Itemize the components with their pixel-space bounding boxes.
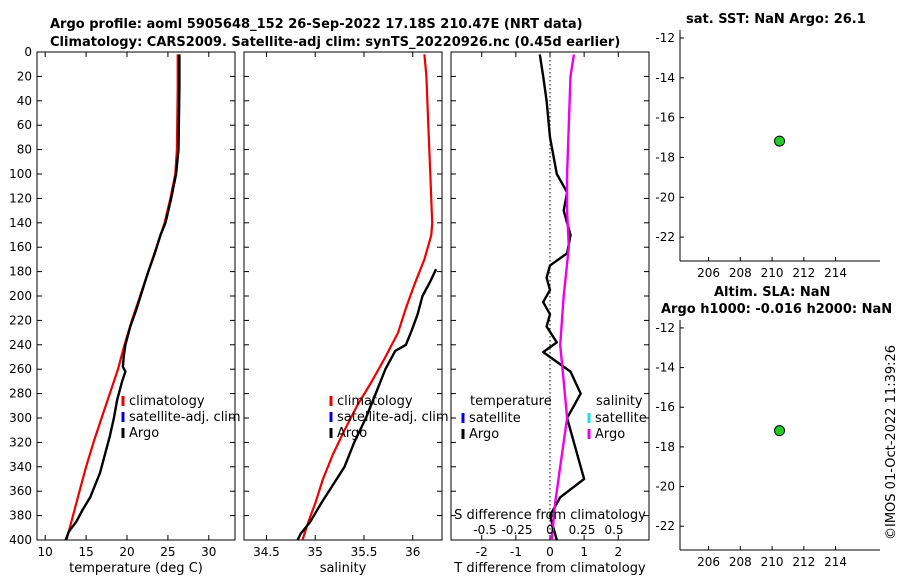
temperature-profile-ytick-label: 360: [9, 484, 32, 498]
sla-map-ytick-label: -12: [655, 321, 675, 335]
temperature-profile-ytick-label: 160: [9, 240, 32, 254]
temperature-profile-ytick-label: 140: [9, 216, 32, 230]
temperature-profile-xtick-label: 20: [119, 545, 134, 559]
difference-profile-xlabel: T difference from climatology: [453, 561, 646, 576]
difference-profile-xtick-label: 1: [580, 545, 588, 559]
sst-map-ytick-label: -20: [655, 190, 675, 204]
sst-map-profile-marker: [774, 135, 786, 147]
temperature-legend-entry: climatology: [129, 394, 205, 409]
sla-map-xtick-label: 206: [697, 555, 720, 569]
difference-profile-xtick-label: -1: [510, 545, 522, 559]
salinity-difference-legend-title: salinity: [596, 394, 643, 409]
temperature-profile-ytick-label: 300: [9, 411, 32, 425]
salinity-profile-xtick-label: 34.5: [253, 545, 280, 559]
temperature-difference-line: [538, 54, 586, 541]
salinity-legend-entry: climatology: [337, 394, 413, 409]
sla-map-xtick-label: 212: [792, 555, 815, 569]
temperature-profile-ytick-label: 200: [9, 289, 32, 303]
temperature-profile-ytick-label: 380: [9, 509, 32, 523]
sla-map-title-line2: Argo h1000: -0.016 h2000: NaN: [661, 302, 892, 317]
temperature-profile-frame: [36, 51, 236, 541]
salinity-difference-tick-label: -0.25: [501, 523, 532, 537]
temperature-profile-ytick-label: 240: [9, 338, 32, 352]
temperature-profile-xtick-label: 15: [78, 545, 93, 559]
temperature-profile-ytick-label: 400: [9, 533, 32, 547]
sst-map-xtick-label: 206: [697, 266, 720, 280]
temperature-profile-ytick-label: 280: [9, 387, 32, 401]
temperature-legend-entry: Argo: [129, 426, 159, 441]
sst-map-xtick-label: 214: [824, 266, 847, 280]
sla-map-ytick-label: -14: [655, 361, 675, 375]
temperature-profile-xtick-label: 30: [201, 545, 216, 559]
sla-map-xtick-label: 210: [761, 555, 784, 569]
sst-map-xtick-label: 212: [792, 266, 815, 280]
sst-map-ytick-label: -18: [655, 150, 675, 164]
temperature-profile-ytick-label: 80: [17, 143, 32, 157]
temperature-profile-ytick-label: 40: [17, 94, 32, 108]
salinity-argo-line: [296, 268, 438, 541]
salinity-legend-entry: Argo: [337, 426, 367, 441]
temperature-profile-ytick-label: 260: [9, 362, 32, 376]
sla-map-title-line1: Altim. SLA: NaN: [714, 285, 830, 300]
salinity-difference-legend-entry: Argo: [595, 427, 625, 442]
temperature-profile-ytick-label: 60: [17, 118, 32, 132]
salinity-difference-tick-label: -0.5: [473, 523, 496, 537]
timestamp-stamp: ©IMOS 01-Oct-2022 11:39:26: [884, 345, 899, 540]
figure-title-line2: Climatology: CARS2009. Satellite-adj cli…: [50, 35, 620, 50]
temperature-profile-ytick-label: 340: [9, 460, 32, 474]
temperature-profile-ytick-label: 180: [9, 265, 32, 279]
sst-map-ytick-label: -22: [655, 230, 675, 244]
sla-map-ytick-label: -16: [655, 400, 675, 414]
difference-profile-xtick-label: 2: [614, 545, 622, 559]
temperature-profile-ytick-label: 100: [9, 167, 32, 181]
salinity-profile-xtick-label: 35: [308, 545, 323, 559]
sla-map-ytick-label: -18: [655, 440, 675, 454]
temperature-legend-entry: satellite-adj. clim: [129, 410, 241, 425]
sst-map-ytick-label: -14: [655, 71, 675, 85]
temperature-profile-ytick-label: 320: [9, 435, 32, 449]
sla-map-profile-marker: [774, 425, 786, 437]
salinity-difference-tick-label: 0.25: [569, 523, 596, 537]
temperature-profile-xtick-label: 25: [160, 545, 175, 559]
difference-profile-xtick-label: -2: [476, 545, 488, 559]
salinity-profile-xtick-label: 35.5: [351, 545, 378, 559]
sst-map-xtick-label: 208: [729, 266, 752, 280]
temperature-profile-xtick-label: 10: [38, 545, 53, 559]
salinity-difference-tick-label: 0: [546, 523, 554, 537]
salinity-difference-axis-label: S difference from climatology: [454, 508, 646, 523]
temperature-profile-xlabel: temperature (deg C): [69, 561, 203, 576]
temperature-difference-legend-entry: satellite: [469, 411, 521, 426]
temperature-profile-ytick-label: 120: [9, 191, 32, 205]
temperature-profile-ytick-label: 220: [9, 313, 32, 327]
difference-profile-xtick-label: 0: [546, 545, 554, 559]
salinity-climatology-line: [301, 54, 434, 541]
temperature-argo-line: [64, 54, 181, 541]
salinity-profile-xtick-label: 36: [405, 545, 420, 559]
sla-map-ytick-label: -22: [655, 519, 675, 533]
salinity-legend-entry: satellite-adj. clim: [337, 410, 449, 425]
temperature-difference-legend-entry: Argo: [469, 427, 499, 442]
sst-map-ytick-label: -16: [655, 111, 675, 125]
sst-map-ytick-label: -12: [655, 31, 675, 45]
temperature-profile-ytick-label: 20: [17, 69, 32, 83]
salinity-difference-legend-entry: satellite: [595, 411, 647, 426]
salinity-profile-frame: [243, 51, 443, 541]
sst-map-xtick-label: 210: [761, 266, 784, 280]
sla-map-xtick-label: 214: [824, 555, 847, 569]
sla-map-ytick-label: -20: [655, 480, 675, 494]
sla-map-xtick-label: 208: [729, 555, 752, 569]
salinity-difference-line: [550, 54, 576, 541]
temperature-difference-legend-title: temperature: [470, 394, 552, 409]
temperature-climatology-line: [65, 54, 179, 541]
salinity-profile-xlabel: salinity: [320, 561, 367, 576]
figure-title-line1: Argo profile: aoml 5905648_152 26-Sep-20…: [50, 17, 583, 32]
temperature-profile-ytick-label: 0: [24, 45, 32, 59]
salinity-difference-tick-label: 0.5: [604, 523, 623, 537]
sst-map-title: sat. SST: NaN Argo: 26.1: [686, 12, 866, 27]
